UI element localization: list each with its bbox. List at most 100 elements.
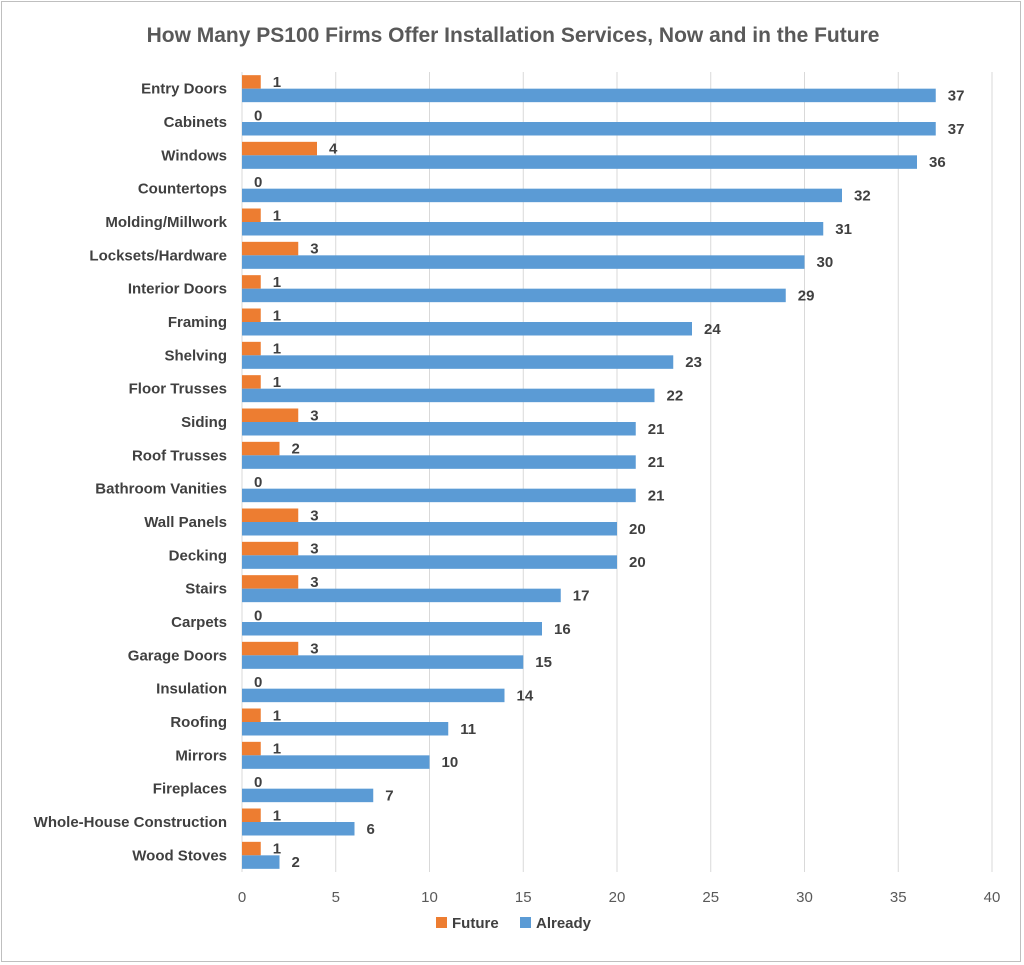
bar-already [242, 388, 655, 403]
data-label-already: 15 [535, 654, 552, 671]
data-label-already: 7 [385, 787, 393, 804]
bar-future [242, 541, 299, 556]
x-tick-label: 25 [702, 889, 719, 906]
data-label-already: 16 [554, 621, 571, 638]
category-label: Wall Panels [144, 514, 227, 531]
data-label-already: 32 [854, 187, 871, 204]
category-label: Locksets/Hardware [89, 247, 227, 264]
data-label-already: 21 [648, 421, 665, 438]
data-label-already: 20 [629, 554, 646, 571]
data-labels: 1370374360321313301291241231223212210213… [254, 74, 964, 871]
legend-swatch-already [520, 917, 531, 928]
category-label: Stairs [185, 581, 227, 598]
data-label-already: 37 [948, 87, 965, 104]
data-label-already: 21 [648, 454, 665, 471]
data-label-future: 3 [310, 541, 318, 558]
bar-future [242, 75, 261, 89]
category-label: Garage Doors [128, 647, 227, 664]
bar-future [242, 441, 280, 456]
x-tick-label: 40 [984, 889, 1001, 906]
bar-already [242, 355, 674, 369]
bar-future [242, 841, 261, 856]
bar-future [242, 141, 317, 156]
data-label-future: 1 [273, 341, 281, 358]
bar-future [242, 808, 261, 822]
bar-already [242, 522, 617, 536]
bar-already [242, 222, 824, 236]
data-label-future: 0 [254, 674, 262, 691]
legend-label-future: Future [452, 915, 499, 932]
bar-future [242, 408, 299, 422]
data-label-future: 1 [273, 707, 281, 724]
data-label-already: 21 [648, 487, 665, 504]
data-label-already: 20 [629, 521, 646, 538]
bar-already [242, 655, 524, 669]
legend-label-already: Already [536, 915, 592, 932]
data-label-already: 11 [460, 721, 476, 738]
category-label: Bathroom Vanities [95, 481, 227, 498]
category-label: Siding [181, 414, 227, 431]
x-tick-label: 5 [332, 889, 340, 906]
bar-future [242, 641, 299, 656]
bar-already [242, 588, 561, 603]
data-label-already: 30 [817, 254, 834, 271]
data-label-future: 0 [254, 474, 262, 491]
category-label: Fireplaces [153, 781, 227, 798]
category-label: Insulation [156, 681, 227, 698]
bar-already [242, 622, 542, 636]
bar-already [242, 155, 917, 169]
data-label-already: 6 [367, 821, 375, 838]
bar-already [242, 855, 280, 869]
data-label-already: 37 [948, 121, 965, 138]
data-label-future: 1 [273, 807, 281, 824]
bar-already [242, 322, 692, 336]
bar-already [242, 88, 936, 103]
data-label-future: 1 [273, 207, 281, 224]
x-axis-ticks: 0 5 10 15 20 25 30 35 40 [238, 889, 1001, 906]
category-label: Framing [168, 314, 227, 331]
data-label-already: 24 [704, 321, 721, 338]
bar-future [242, 208, 261, 222]
chart-title: How Many PS100 Firms Offer Installation … [147, 24, 880, 47]
data-label-future: 3 [310, 507, 318, 524]
bar-already [242, 555, 617, 569]
data-label-future: 3 [310, 574, 318, 591]
bar-already [242, 722, 449, 736]
category-label: Whole-House Construction [34, 814, 227, 831]
data-label-already: 31 [835, 221, 852, 238]
bar-already [242, 455, 636, 469]
data-label-future: 1 [273, 74, 281, 91]
bar-future [242, 308, 261, 322]
data-label-already: 22 [667, 387, 684, 404]
data-label-already: 10 [442, 754, 459, 771]
data-label-future: 3 [310, 407, 318, 424]
data-label-future: 1 [273, 741, 281, 758]
grid-lines [241, 72, 993, 872]
category-labels: Entry Doors Cabinets Windows Countertops Mol… [34, 81, 228, 865]
bar-already [242, 755, 430, 769]
data-label-already: 29 [798, 287, 815, 304]
category-label: Floor Trusses [129, 381, 227, 398]
bar-already [242, 788, 374, 803]
category-label: Windows [161, 147, 227, 164]
bar-future [242, 575, 299, 589]
data-label-future: 0 [254, 774, 262, 791]
x-tick-label: 15 [515, 889, 532, 906]
bar-already [242, 688, 505, 703]
data-label-future: 0 [254, 174, 262, 191]
bar-future [242, 741, 261, 756]
bar-future [242, 375, 261, 389]
bars [242, 75, 936, 869]
data-label-future: 0 [254, 107, 262, 124]
category-label: Molding/Millwork [105, 214, 227, 231]
data-label-future: 1 [273, 307, 281, 324]
data-label-future: 1 [273, 274, 281, 291]
x-tick-label: 20 [609, 889, 626, 906]
legend-swatch-future [436, 917, 447, 928]
category-label: Entry Doors [141, 81, 227, 98]
data-label-future: 2 [292, 441, 300, 458]
data-label-future: 1 [273, 841, 281, 858]
category-label: Interior Doors [128, 281, 227, 298]
